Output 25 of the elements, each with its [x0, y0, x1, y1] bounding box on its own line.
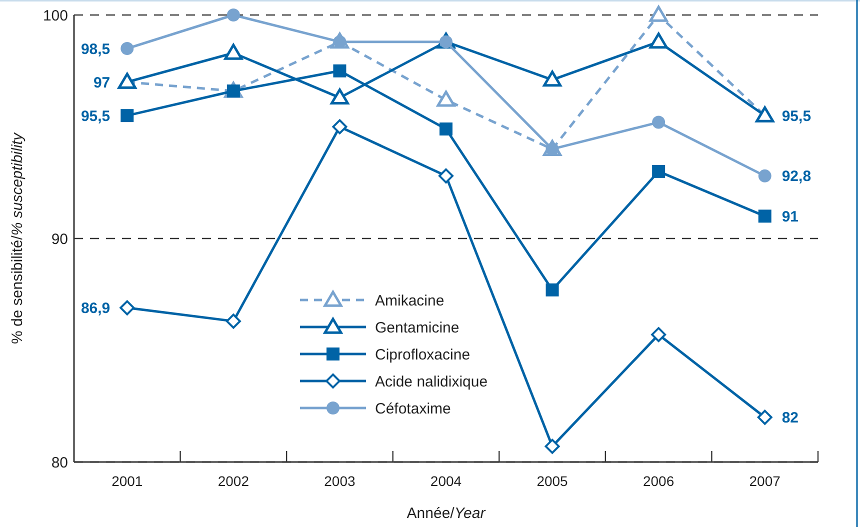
x-tick-label: 2006	[642, 473, 674, 489]
data-label: 98,5	[80, 40, 110, 58]
x-tick-label: 2005	[536, 473, 568, 489]
data-label: 92,8	[782, 168, 812, 186]
y-tick-label: 100	[42, 7, 68, 24]
x-tick-label: 2003	[324, 473, 356, 489]
x-tick-label: 2001	[112, 473, 143, 489]
data-label: 91	[782, 208, 799, 226]
data-label: 95,5	[80, 108, 110, 125]
y-tick-label: 80	[51, 454, 68, 472]
y-tick-label: 90	[51, 230, 68, 248]
x-tick-label: 2007	[749, 473, 781, 489]
legend-label: Amikacine	[375, 292, 444, 310]
legend-label: Acide nalidixique	[375, 373, 488, 390]
legend-label: Gentamicine	[375, 319, 460, 336]
legend-label: Ciprofloxacine	[375, 346, 470, 364]
y-axis-title: % de sensibilité/% susceptibility	[9, 132, 26, 344]
data-label: 82	[782, 410, 799, 427]
legend-label: Céfotaxime	[375, 400, 451, 418]
x-tick-label: 2002	[218, 473, 250, 489]
x-axis-title: Année/Year	[406, 505, 486, 522]
x-tick-label: 2004	[430, 473, 462, 489]
data-label: 95,5	[782, 108, 812, 125]
data-label: 86,9	[80, 300, 110, 318]
data-label: 97	[93, 74, 110, 92]
